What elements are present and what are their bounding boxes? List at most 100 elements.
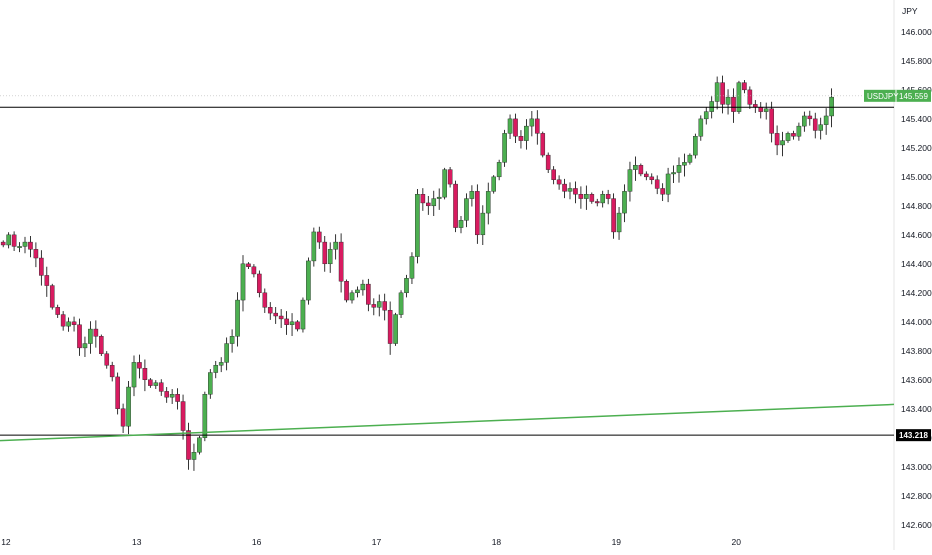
candle-down	[540, 133, 546, 156]
x-tick-label: 20	[731, 537, 741, 547]
candle-up	[327, 249, 333, 265]
candle-down	[654, 179, 660, 189]
candle-up	[393, 314, 398, 344]
candle-down	[545, 154, 551, 170]
candle-down	[267, 307, 273, 314]
candle-down	[562, 183, 567, 192]
candle-down	[77, 324, 82, 349]
candle-up	[17, 246, 22, 248]
candle-down	[447, 169, 453, 185]
candle-up	[311, 231, 317, 262]
candle-down	[148, 379, 153, 386]
y-tick-label: 143.000	[901, 462, 932, 472]
last-price-label: 145.559	[899, 92, 928, 101]
candle-up	[491, 176, 497, 192]
candle-up	[714, 82, 720, 102]
candle-down	[556, 179, 562, 185]
candle-up	[703, 111, 709, 120]
candle-down	[120, 408, 126, 427]
candle-down	[164, 391, 170, 398]
candle-down	[278, 315, 284, 320]
candle-down	[769, 108, 774, 134]
y-tick-label: 144.600	[901, 230, 932, 240]
candle-down	[742, 82, 747, 91]
candle-up	[300, 299, 306, 330]
y-tick-label: 146.000	[901, 27, 932, 37]
candle-down	[758, 107, 764, 112]
candle-down	[322, 241, 328, 265]
level-price-label: 143.218	[899, 431, 928, 440]
y-tick-label: 143.600	[901, 375, 932, 385]
candle-up	[415, 194, 420, 257]
candle-up	[126, 386, 131, 427]
x-tick-label: 17	[372, 537, 382, 547]
candle-up	[829, 96, 834, 117]
candle-down	[273, 312, 279, 317]
candle-up	[725, 96, 731, 105]
candle-up	[600, 194, 605, 204]
candle-up	[676, 165, 682, 173]
candle-up	[524, 125, 529, 141]
candle-down	[535, 118, 540, 134]
y-tick-label: 143.800	[901, 346, 932, 356]
candle-up	[671, 172, 676, 175]
candle-up	[218, 362, 224, 366]
symbol-label: USDJPY	[867, 92, 899, 101]
candle-up	[404, 278, 409, 294]
candle-up	[82, 343, 88, 349]
lines-layer	[0, 95, 895, 442]
y-tick-label: 142.800	[901, 491, 932, 501]
candle-up	[458, 220, 464, 228]
candle-up	[306, 260, 311, 301]
candle-down	[382, 301, 388, 311]
candle-up	[687, 154, 693, 163]
candle-down	[262, 292, 268, 308]
candle-down	[594, 201, 600, 204]
candle-up	[633, 165, 638, 170]
candle-up	[235, 299, 240, 337]
candle-up	[349, 292, 355, 301]
candle-down	[115, 376, 120, 409]
candle-down	[513, 118, 518, 137]
candle-down	[93, 328, 99, 337]
price-badges: USDJPY 145.559 143.218	[864, 89, 931, 442]
y-tick-label: 142.600	[901, 520, 932, 530]
candle-up	[442, 169, 447, 198]
candle-down	[747, 89, 753, 105]
candle-down	[55, 307, 60, 315]
candle-down	[142, 367, 148, 380]
candle-up	[289, 321, 295, 325]
candle-up	[333, 241, 338, 250]
level-price-badge	[896, 429, 931, 442]
candle-down	[731, 96, 736, 112]
candle-down	[71, 321, 77, 325]
candle-down	[551, 169, 556, 180]
candle-up	[191, 452, 197, 460]
candle-up	[398, 292, 404, 315]
candle-up	[785, 133, 791, 141]
y-tick-label: 143.400	[901, 404, 932, 414]
price-axis: JPY 142.600142.800143.000143.200143.4001…	[901, 6, 932, 530]
candle-down	[257, 273, 262, 294]
candle-up	[213, 365, 219, 373]
candle-down	[186, 430, 191, 460]
candle-down	[578, 194, 584, 199]
y-tick-label: 144.200	[901, 288, 932, 298]
x-tick-label: 19	[612, 537, 622, 547]
trendline	[0, 403, 895, 442]
candle-down	[137, 362, 142, 369]
candle-down	[295, 321, 300, 330]
candle-down	[573, 188, 578, 195]
candle-up	[507, 118, 513, 134]
candle-up	[693, 136, 698, 156]
candle-down	[660, 188, 665, 195]
candle-up	[698, 118, 704, 137]
y-tick-label: 145.200	[901, 143, 932, 153]
candle-up	[818, 124, 823, 131]
candle-down	[109, 365, 115, 378]
candle-down	[807, 115, 813, 120]
candle-down	[344, 281, 349, 301]
candle-down	[11, 234, 17, 247]
candle-up	[360, 283, 366, 291]
